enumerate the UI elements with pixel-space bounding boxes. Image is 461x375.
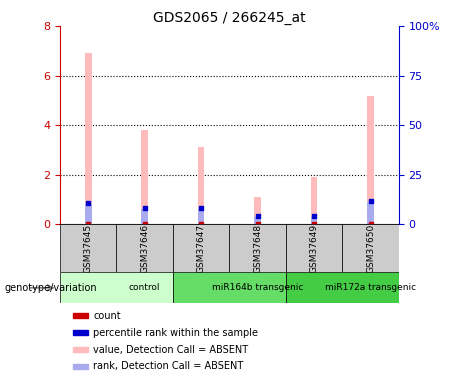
Bar: [198, 147, 205, 224]
Bar: [254, 197, 261, 224]
Text: rank, Detection Call = ABSENT: rank, Detection Call = ABSENT: [94, 362, 244, 372]
Text: GSM37646: GSM37646: [140, 224, 149, 273]
Bar: [198, 209, 205, 224]
Bar: [73, 313, 88, 318]
FancyBboxPatch shape: [286, 272, 399, 303]
FancyBboxPatch shape: [286, 224, 342, 272]
Bar: [367, 202, 374, 224]
Text: percentile rank within the sample: percentile rank within the sample: [94, 328, 259, 338]
FancyBboxPatch shape: [116, 224, 173, 272]
Bar: [141, 130, 148, 224]
Bar: [311, 177, 318, 224]
FancyBboxPatch shape: [173, 272, 286, 303]
Text: GSM37648: GSM37648: [253, 224, 262, 273]
Text: genotype/variation: genotype/variation: [5, 283, 97, 293]
Bar: [73, 364, 88, 369]
Text: GSM37650: GSM37650: [366, 224, 375, 273]
Bar: [73, 330, 88, 335]
Bar: [254, 217, 261, 224]
Text: count: count: [94, 310, 121, 321]
Text: GSM37647: GSM37647: [196, 224, 206, 273]
Text: GSM37649: GSM37649: [309, 224, 319, 273]
Bar: [73, 347, 88, 352]
FancyBboxPatch shape: [342, 224, 399, 272]
Bar: [367, 96, 374, 224]
FancyBboxPatch shape: [60, 224, 116, 272]
Text: control: control: [129, 284, 160, 292]
Text: miR172a transgenic: miR172a transgenic: [325, 284, 416, 292]
FancyBboxPatch shape: [229, 224, 286, 272]
Text: GSM37645: GSM37645: [83, 224, 93, 273]
Bar: [311, 217, 318, 224]
Text: value, Detection Call = ABSENT: value, Detection Call = ABSENT: [94, 345, 248, 354]
Title: GDS2065 / 266245_at: GDS2065 / 266245_at: [153, 11, 306, 25]
Bar: [85, 54, 92, 224]
Bar: [85, 204, 92, 224]
Text: miR164b transgenic: miR164b transgenic: [212, 284, 303, 292]
Bar: [141, 209, 148, 224]
FancyBboxPatch shape: [173, 224, 229, 272]
FancyBboxPatch shape: [60, 272, 173, 303]
